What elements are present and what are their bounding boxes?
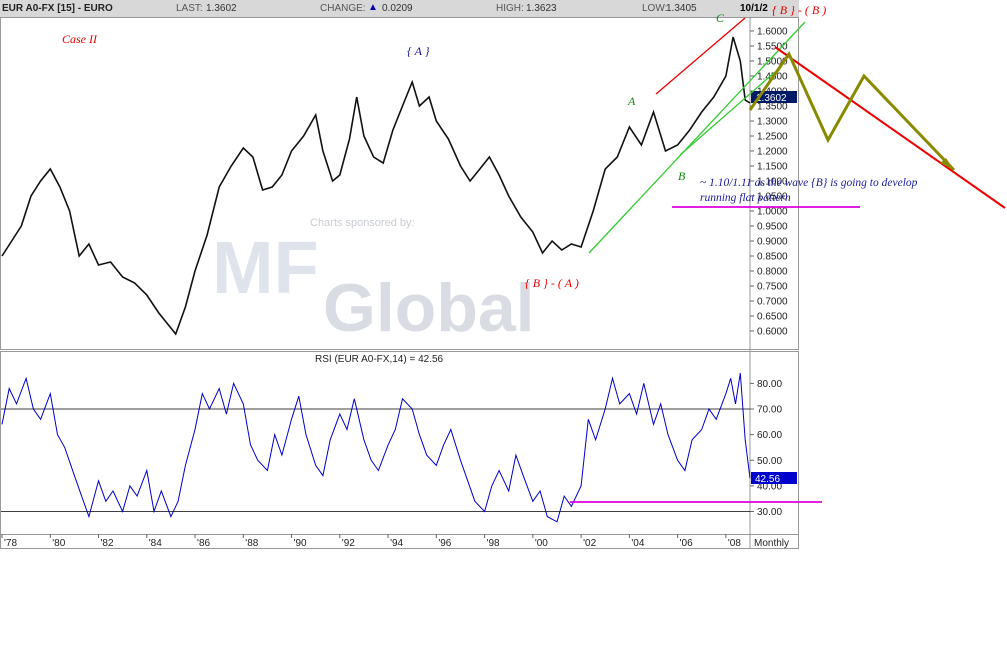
price-axis: 0.6000 0.6500 0.7000 0.7500 0.8000 0.8500 0.90… [750, 27, 788, 338]
red-projection-line [774, 46, 1006, 209]
symbol-title: EUR A0-FX [15] - EURO [2, 3, 113, 14]
date-tick-label: '88 [245, 538, 258, 549]
date-tick-label: '98 [487, 538, 500, 549]
chart-header: EUR A0-FX [15] - EURO LAST: 1.3602 CHANG… [0, 0, 799, 18]
low-value: 1.3405 [666, 3, 697, 14]
rsi-axis: 30.00 40.00 50.00 60.00 70.00 80.00 [750, 379, 782, 518]
case-label: Case II [62, 32, 98, 46]
date-tick-label: '86 [197, 538, 210, 549]
price-tick-label: 1.3500 [757, 102, 788, 113]
price-tick-label: 1.6000 [757, 27, 788, 38]
price-series-line [1, 36, 751, 336]
rsi-panel-frame [0, 351, 799, 549]
wave-c-label: C [716, 11, 725, 25]
date-axis: '78 '80 '82 '84 '86 '88 '90 '92 '94 '96 '98 '00 '02 '… [1, 534, 741, 549]
olive-arrowhead [940, 158, 954, 170]
price-tick-label: 1.0500 [757, 192, 788, 203]
wave-A-top-label: { A } [407, 44, 430, 58]
date-tick-label: '06 [680, 538, 693, 549]
global-logo: Global [323, 270, 535, 346]
date-tick-label: '94 [390, 538, 403, 549]
mf-logo: MF [212, 226, 319, 309]
note-line-2: running flat pattern [700, 192, 791, 204]
last-label: LAST: [176, 3, 203, 14]
wave-B-B-label: { B } - ( B ) [772, 3, 826, 17]
price-tick-label: 0.6500 [757, 312, 788, 323]
price-tick-label: 0.9500 [757, 222, 788, 233]
rsi-tick-label: 30.00 [757, 507, 782, 518]
rsi-reference-lines [1, 408, 750, 512]
date-tick-label: '92 [342, 538, 355, 549]
price-tick-label: 1.5000 [757, 57, 788, 68]
rsi-tick-label: 80.00 [757, 379, 782, 390]
price-panel-frame [0, 17, 799, 350]
price-tick-label: 1.2000 [757, 147, 788, 158]
olive-projection-path [748, 50, 956, 172]
price-tick-label: 0.6000 [757, 327, 788, 338]
green-trendline-upper [588, 21, 806, 254]
wave-b-label: B [678, 169, 686, 183]
date-tick-label: '90 [294, 538, 307, 549]
period-label: Monthly [754, 538, 789, 549]
price-tick-label: 0.7500 [757, 282, 788, 293]
header-date: 10/1/2 [740, 3, 768, 14]
rsi-tick-label: 70.00 [757, 405, 782, 416]
note-line-1: ~ 1.10/1.11 as the wave {B} is going to … [700, 177, 918, 189]
rsi-tick-label: 60.00 [757, 430, 782, 441]
date-tick-label: '02 [583, 538, 596, 549]
change-label: CHANGE: [320, 3, 366, 14]
price-tick-label: 0.8000 [757, 267, 788, 278]
low-label: LOW: [642, 3, 668, 14]
change-value: 0.0209 [382, 3, 413, 14]
sponsor-text: Charts sponsored by: [310, 217, 415, 229]
change-up-icon: ▲ [368, 2, 378, 13]
green-trendline-lower [679, 71, 776, 156]
rsi-value-box [751, 472, 797, 484]
price-tick-label: 0.8500 [757, 252, 788, 263]
rsi-series-line [1, 373, 751, 523]
red-channel-line [655, 17, 746, 95]
date-tick-label: '08 [728, 538, 741, 549]
rsi-title: RSI (EUR A0-FX,14) = 42.56 [315, 354, 444, 365]
price-tick-label: 1.1000 [757, 177, 788, 188]
price-tick-label: 0.7000 [757, 297, 788, 308]
date-tick-label: '04 [631, 538, 644, 549]
date-tick-label: '84 [149, 538, 162, 549]
price-tick-label: 1.0000 [757, 207, 788, 218]
rsi-tick-label: 50.00 [757, 456, 782, 467]
date-tick-label: '00 [535, 538, 548, 549]
last-value: 1.3602 [206, 3, 237, 14]
price-tick-label: 1.3000 [757, 117, 788, 128]
price-tick-label: 0.9000 [757, 237, 788, 248]
wave-B-A-label: { B } - ( A ) [525, 276, 579, 290]
wave-a-label: A [627, 94, 636, 108]
last-value-box-label: 1.3602 [756, 93, 787, 104]
price-tick-label: 1.2500 [757, 132, 788, 143]
price-tick-label: 1.5500 [757, 42, 788, 53]
rsi-value-box-label: 42.56 [755, 474, 780, 485]
date-tick-label: '82 [101, 538, 114, 549]
price-tick-label: 1.1500 [757, 162, 788, 173]
high-value: 1.3623 [526, 3, 557, 14]
rsi-tick-label: 40.00 [757, 481, 782, 492]
date-tick-label: '78 [4, 538, 17, 549]
high-label: HIGH: [496, 3, 524, 14]
date-tick-label: '80 [52, 538, 65, 549]
date-tick-label: '96 [438, 538, 451, 549]
